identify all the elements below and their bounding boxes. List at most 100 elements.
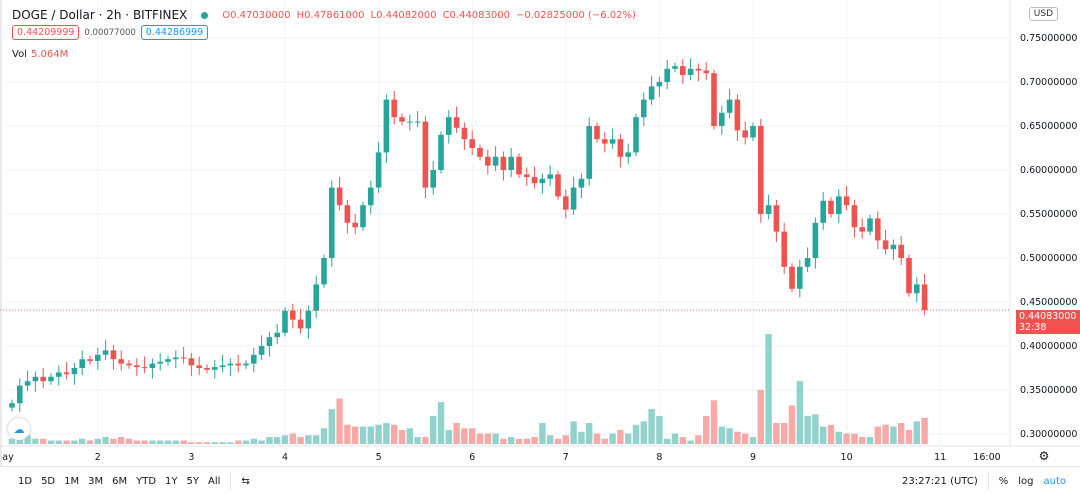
settings-gear-icon[interactable]: ⚙ — [1039, 449, 1050, 463]
candle-body — [461, 127, 468, 140]
log-toggle[interactable]: log — [1018, 475, 1034, 487]
volume-bar — [133, 440, 140, 444]
candle-body — [266, 337, 273, 346]
candle-body — [329, 187, 335, 258]
volume-bar — [227, 442, 234, 444]
last-price: 0.44083000 — [1019, 311, 1077, 322]
volume-bar — [851, 433, 858, 444]
x-tick-label: 6 — [469, 452, 475, 463]
chart-background — [0, 0, 1080, 466]
candle-body — [539, 178, 546, 184]
candle — [882, 229, 889, 255]
buy-button[interactable]: 0.44286999 — [140, 25, 209, 40]
volume-bar — [726, 428, 733, 444]
currency-button[interactable]: USD — [1028, 7, 1058, 21]
range-all[interactable]: All — [208, 475, 221, 487]
candle — [656, 76, 663, 97]
volume-bar — [242, 440, 250, 444]
candle — [820, 192, 826, 230]
candle — [438, 131, 444, 174]
y-tick-label: 0.50000000 — [1020, 253, 1077, 264]
volume-bar — [820, 426, 827, 444]
clock[interactable]: 23:27:21 (UTC) — [902, 475, 978, 487]
volume-bar — [196, 442, 203, 444]
candle-body — [219, 365, 226, 368]
range-5d[interactable]: 5D — [41, 475, 56, 487]
candle-body — [773, 205, 780, 232]
candle — [141, 356, 148, 374]
candle — [251, 347, 257, 373]
volume-legend: Vol 5.064M — [12, 49, 69, 60]
candle — [453, 106, 460, 134]
range-6m[interactable]: 6M — [112, 475, 128, 487]
volume-bar — [843, 433, 850, 444]
candle — [258, 335, 265, 361]
volume-bar — [375, 424, 382, 444]
range-3m[interactable]: 3M — [88, 475, 104, 487]
candle — [407, 114, 413, 131]
candle-body — [820, 200, 826, 223]
candle — [602, 132, 608, 153]
candle-body — [742, 130, 748, 138]
volume-bar — [781, 423, 788, 444]
candle-body — [391, 99, 397, 118]
candle — [383, 94, 390, 163]
candle — [617, 133, 624, 168]
volume-bar — [383, 423, 390, 444]
range-1y[interactable]: 1Y — [165, 475, 178, 487]
candle — [391, 90, 397, 125]
candle-body — [149, 363, 156, 368]
candle-body — [368, 187, 374, 206]
candle-body — [797, 266, 803, 289]
candle — [313, 275, 319, 318]
date-range-icon[interactable]: ⇆ — [241, 475, 250, 487]
volume-bar — [749, 437, 757, 444]
volume-bar — [874, 426, 881, 444]
volume-bar — [617, 430, 624, 444]
candle-body — [446, 117, 452, 135]
percent-toggle[interactable]: % — [998, 475, 1009, 487]
candle-body — [851, 205, 858, 228]
candle-body — [453, 117, 460, 128]
candle — [921, 273, 928, 316]
volume-bar — [882, 424, 889, 444]
symbol-legend: DOGE / Dollar · 2h · BITFINEX O0.4703000… — [12, 8, 636, 22]
candle — [344, 199, 351, 234]
candle-body — [570, 187, 577, 210]
candle-body — [118, 359, 124, 364]
candle — [875, 211, 881, 250]
tradingview-logo-icon[interactable]: ☁ — [8, 418, 30, 440]
price-chart[interactable]: 0.75000000 0.70000000 0.65000000 0.60000000… — [0, 0, 1080, 466]
candle-body — [781, 231, 787, 267]
candle — [282, 307, 288, 337]
candle — [742, 121, 748, 145]
candle — [758, 118, 764, 223]
candle — [719, 105, 725, 135]
spread: 0.00077000 — [84, 27, 136, 38]
y-tick-label: 0.65000000 — [1020, 121, 1077, 132]
candle — [360, 201, 366, 231]
range-1d[interactable]: 1D — [18, 475, 33, 487]
candle-body — [882, 240, 889, 250]
candle-body — [321, 258, 327, 285]
volume-bar — [765, 334, 772, 444]
range-5y[interactable]: 5Y — [186, 475, 200, 487]
volume-bar — [352, 426, 359, 444]
candle — [547, 165, 553, 186]
candle — [898, 236, 904, 266]
volume-bar — [835, 431, 842, 444]
candle-body — [508, 156, 514, 170]
candle — [641, 92, 647, 126]
range-ytd[interactable]: YTD — [136, 475, 157, 487]
candle-body — [656, 82, 663, 87]
candle-body — [687, 68, 694, 75]
sell-button[interactable]: 0.44209999 — [12, 25, 80, 40]
candle-body — [594, 126, 600, 140]
candle-body — [126, 363, 132, 366]
candle — [399, 113, 405, 126]
volume-bar — [110, 438, 117, 444]
candle — [24, 370, 31, 391]
candle — [243, 360, 249, 369]
auto-toggle[interactable]: auto — [1043, 475, 1066, 487]
range-1m[interactable]: 1M — [64, 475, 80, 487]
